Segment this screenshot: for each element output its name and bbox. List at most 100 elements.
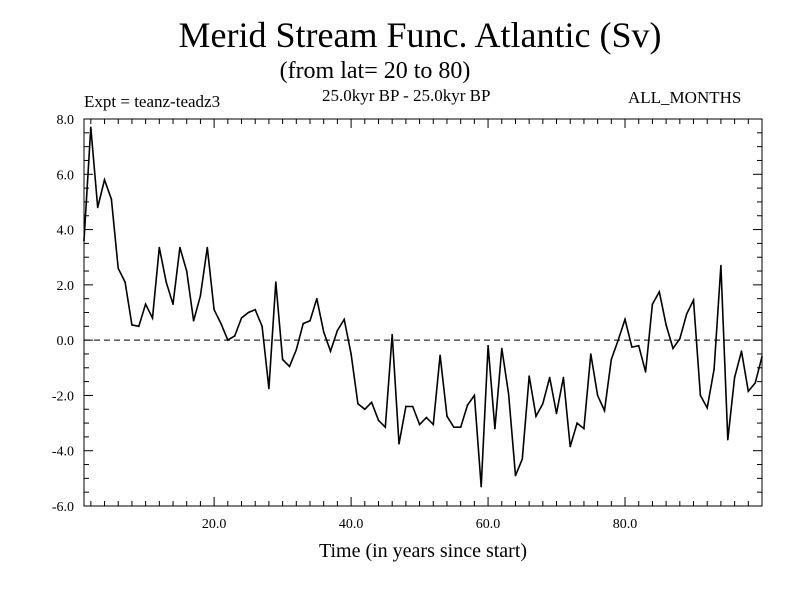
data-point [151, 317, 154, 319]
data-point [706, 407, 709, 409]
data-point [576, 422, 578, 424]
data-point [583, 427, 585, 430]
data-point [377, 419, 380, 422]
data-point [487, 344, 489, 347]
data-point [425, 416, 428, 419]
data-point [713, 368, 715, 370]
data-point [247, 311, 250, 314]
data-point [535, 415, 537, 417]
series-line [83, 127, 763, 487]
data-point [96, 206, 99, 209]
axis-tick-labels: 20.0 40.0 60.0 80.0 8.0 6.0 4.0 2.0 0.0 -2.0 -4.0 -… [52, 113, 637, 532]
data-point [658, 290, 661, 293]
chart-subtitle: (from lat= 20 to 80) [279, 58, 471, 84]
y-tick-label: 4.0 [57, 224, 75, 239]
data-point [254, 308, 257, 311]
data-point [542, 402, 544, 405]
data-point [83, 239, 85, 242]
data-point [199, 295, 202, 297]
data-point [350, 353, 352, 355]
x-tick-label: 80.0 [613, 517, 638, 532]
series-points [83, 126, 763, 488]
data-point [761, 355, 763, 358]
data-point [391, 333, 393, 336]
data-point [733, 376, 736, 379]
data-point [610, 358, 613, 361]
data-point [274, 281, 277, 283]
y-tick-label: 8.0 [57, 113, 75, 128]
data-point [480, 485, 483, 488]
data-point [432, 423, 435, 426]
data-point [446, 415, 448, 417]
data-point [692, 299, 695, 301]
data-point [398, 443, 400, 445]
data-point [288, 365, 291, 368]
data-point [651, 303, 654, 306]
data-point [110, 198, 113, 200]
data-point [685, 313, 688, 315]
data-point [603, 409, 606, 412]
data-point [117, 267, 120, 270]
x-tick-label: 60.0 [476, 517, 501, 532]
data-point [569, 445, 572, 448]
data-point [302, 322, 304, 325]
data-point [494, 427, 496, 430]
plot-frame [83, 118, 763, 507]
data-point [453, 426, 455, 429]
data-point [192, 319, 195, 322]
data-point [528, 375, 530, 377]
y-tick-label: -2.0 [52, 389, 74, 404]
data-point [240, 317, 243, 319]
x-tick-label: 20.0 [202, 517, 227, 532]
data-point [466, 404, 469, 406]
data-point [596, 394, 599, 397]
y-tick-label: 6.0 [57, 168, 75, 183]
months-label: ALL_MONTHS [628, 88, 742, 107]
data-point [90, 126, 92, 129]
experiment-label: Expt = teanz-teadz3 [84, 92, 221, 111]
data-point [473, 394, 476, 397]
data-point [405, 405, 407, 408]
data-point [268, 387, 270, 390]
data-point [261, 325, 263, 328]
data-point [363, 408, 366, 411]
y-tick-label: 0.0 [57, 334, 75, 349]
data-point [336, 329, 339, 332]
data-point [555, 412, 558, 415]
data-point [384, 426, 387, 429]
data-point [589, 353, 592, 355]
data-point [644, 371, 647, 373]
data-point [158, 246, 161, 249]
x-tick-label: 40.0 [339, 517, 364, 532]
data-point [213, 308, 215, 311]
data-point [103, 179, 106, 181]
data-point [295, 349, 298, 351]
data-point [179, 246, 181, 249]
period-label: 25.0kyr BP - 25.0kyr BP [322, 86, 491, 105]
data-point [309, 319, 311, 322]
data-point [507, 393, 510, 395]
data-point [679, 337, 681, 340]
data-point [665, 324, 667, 326]
data-point [548, 376, 551, 379]
data-point [370, 401, 373, 404]
data-point [747, 390, 750, 393]
data-point [754, 382, 756, 384]
data-point [233, 335, 236, 337]
data-point [637, 344, 640, 347]
data-point [439, 354, 441, 357]
data-point [329, 350, 332, 353]
y-tick-label: -4.0 [52, 445, 74, 460]
data-point [740, 350, 743, 353]
data-point [500, 347, 503, 350]
data-point [562, 376, 565, 379]
data-point [521, 458, 524, 460]
data-point [720, 264, 722, 267]
data-point [343, 318, 346, 321]
y-tick-label: 2.0 [57, 279, 75, 294]
data-point [624, 318, 626, 321]
data-point [514, 474, 517, 477]
data-point [137, 325, 140, 328]
data-point [185, 270, 188, 272]
